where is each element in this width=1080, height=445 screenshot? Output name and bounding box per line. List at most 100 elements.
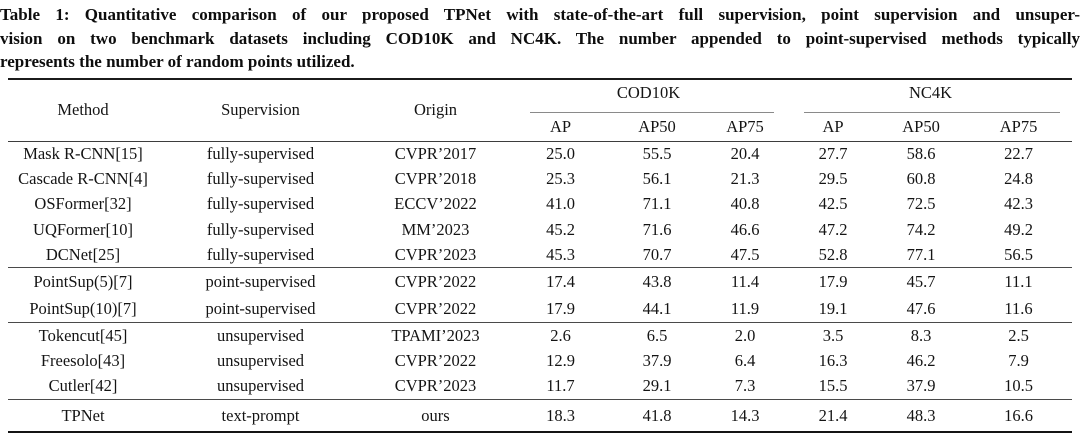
metric-cell: 21.4 (818, 405, 848, 425)
metric-cell: 71.6 (642, 219, 672, 239)
metric-cell: 47.2 (818, 219, 848, 239)
metric-cell: 7.9 (1008, 351, 1029, 371)
metric-cell: 19.1 (818, 298, 848, 318)
origin-cell: CVPR’2017 (394, 144, 477, 164)
table-row: UQFormer[10] fully-supervised MM’2023 45.2 7… (8, 217, 1072, 242)
metric-cell: 2.5 (1008, 326, 1029, 346)
metric-cell: 3.5 (822, 326, 844, 346)
metric-cell: 56.5 (1004, 244, 1033, 264)
table-row: TPNet text-prompt ours 18.3 41.8 14.3 21.4 48.3… (8, 399, 1073, 433)
col-header-ap75: AP75 (999, 116, 1038, 136)
supervision-cell: fully-supervised (206, 169, 315, 189)
method-cell: Cutler[42] (48, 376, 118, 396)
supervision-cell: text-prompt (221, 405, 300, 425)
origin-cell: ECCV’2022 (394, 194, 477, 214)
metric-cell: 11.1 (1004, 271, 1033, 291)
metric-cell: 70.7 (642, 244, 672, 264)
col-group-nc4k-label: NC4K (908, 83, 953, 102)
metric-cell: 41.0 (546, 194, 575, 214)
metric-cell: 46.6 (730, 219, 760, 239)
table-row: PointSup(10)[7] point-supervised CVPR’2022… (8, 295, 1072, 323)
method-cell: TPNet (61, 405, 105, 425)
metric-cell: 46.2 (906, 351, 936, 371)
supervision-cell: point-supervised (205, 271, 316, 291)
col-header-ap: AP (822, 116, 844, 136)
col-header-method: Method (57, 100, 109, 119)
metric-cell: 72.5 (906, 194, 936, 214)
supervision-cell: fully-supervised (206, 219, 315, 239)
caption-line: represents the number of random points u… (0, 52, 355, 71)
table-caption: Table 1: Quantitative comparison of our … (0, 0, 1080, 74)
col-header-ap50: AP50 (638, 116, 676, 136)
metric-cell: 42.3 (1004, 194, 1033, 214)
table-row: Tokencut[45] unsupervised TPAMI’2023 2.6 6.5… (8, 322, 1073, 349)
supervision-cell: unsupervised (216, 351, 305, 371)
method-cell: UQFormer[10] (33, 219, 133, 239)
metric-cell: 11.4 (730, 271, 760, 291)
metric-cell: 45.7 (906, 271, 936, 291)
origin-cell: ours (421, 405, 450, 425)
metric-cell: 2.0 (734, 326, 756, 346)
metric-cell: 44.1 (642, 298, 672, 318)
metric-cell: 12.9 (546, 351, 575, 371)
origin-cell: CVPR’2018 (394, 169, 477, 189)
supervision-cell: fully-supervised (206, 244, 315, 264)
origin-cell: CVPR’2023 (394, 376, 477, 396)
caption-line: vision on two benchmark datasets includi… (0, 28, 1080, 48)
metric-cell: 18.3 (546, 405, 575, 425)
metric-cell: 16.6 (1004, 405, 1033, 425)
metric-cell: 17.4 (546, 271, 575, 291)
header-row-metrics: AP AP50 AP75 AP AP50 AP75 (8, 113, 1072, 142)
origin-cell: CVPR’2022 (394, 351, 477, 371)
col-header-origin: Origin (413, 100, 458, 119)
metric-cell: 21.3 (730, 169, 760, 189)
metric-cell: 41.8 (642, 405, 672, 425)
col-group-cod10k-label: COD10K (616, 83, 681, 102)
metric-cell: 43.8 (642, 271, 672, 291)
supervision-cell: fully-supervised (206, 144, 315, 164)
metric-cell: 22.7 (1004, 144, 1033, 164)
metric-cell: 55.5 (642, 144, 672, 164)
metric-cell: 11.9 (730, 298, 760, 318)
caption-line: Table 1: Quantitative comparison of our … (0, 5, 1080, 24)
table-row: OSFormer[32] fully-supervised ECCV’2022 41.… (8, 192, 1072, 217)
metric-cell: 40.8 (730, 194, 760, 214)
col-header-ap: AP (549, 116, 572, 136)
method-cell: DCNet[25] (45, 244, 121, 264)
metric-cell: 14.3 (730, 405, 760, 425)
supervision-cell: fully-supervised (206, 194, 315, 214)
method-cell: Tokencut[45] (38, 326, 128, 346)
metric-cell: 45.3 (546, 244, 575, 264)
method-cell: OSFormer[32] (34, 194, 132, 214)
method-cell: PointSup(5)[7] (33, 271, 133, 291)
metric-cell: 45.2 (546, 219, 575, 239)
col-header-ap50: AP50 (902, 116, 940, 136)
metric-cell: 52.8 (818, 244, 848, 264)
table-row: Freesolo[43] unsupervised CVPR’2022 12.9 37.… (8, 349, 1072, 374)
metric-cell: 29.5 (818, 169, 848, 189)
table-header: Method Supervision Origin COD10K NC4K AP… (8, 79, 1073, 142)
metric-cell: 49.2 (1004, 219, 1033, 239)
supervision-cell: point-supervised (205, 298, 316, 318)
origin-cell: CVPR’2022 (394, 271, 477, 291)
cod10k-cmidrule (530, 111, 775, 113)
metric-cell: 8.3 (910, 326, 932, 346)
metric-cell: 37.9 (906, 376, 936, 396)
metric-cell: 17.9 (546, 298, 575, 318)
metric-cell: 48.3 (906, 405, 936, 425)
metric-cell: 71.1 (642, 194, 672, 214)
metric-cell: 27.7 (818, 144, 848, 164)
col-header-ap75: AP75 (726, 116, 764, 136)
method-cell: Mask R-CNN[15] (23, 144, 143, 164)
supervision-cell: unsupervised (216, 376, 305, 396)
metric-cell: 58.6 (906, 144, 936, 164)
table-row: Cascade R-CNN[4] fully-supervised CVPR’201… (8, 167, 1072, 192)
metric-cell: 6.5 (646, 326, 668, 346)
metric-cell: 20.4 (730, 144, 760, 164)
metric-cell: 29.1 (642, 376, 672, 396)
origin-cell: CVPR’2022 (394, 298, 477, 318)
col-header-supervision: Supervision (221, 100, 300, 119)
method-cell: Freesolo[43] (40, 351, 126, 371)
metric-cell: 47.5 (730, 244, 760, 264)
